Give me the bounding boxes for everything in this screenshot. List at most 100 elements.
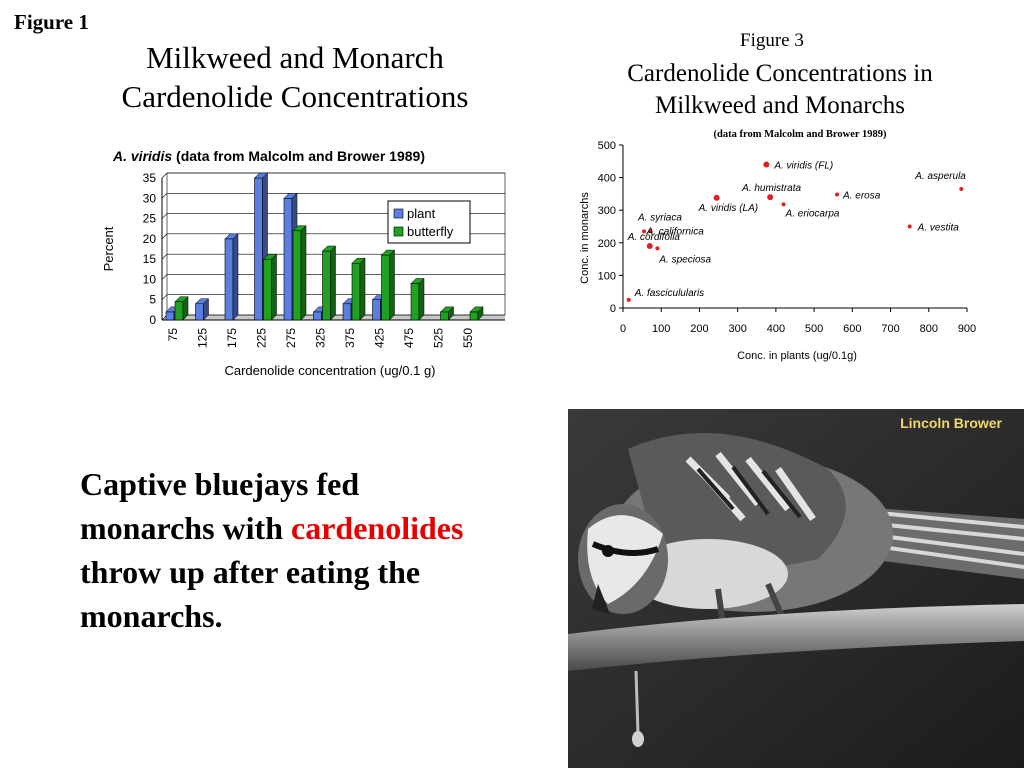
scatter-point-label: A. speciosa <box>658 254 711 265</box>
scatter-point-label: A. vestita <box>917 223 960 234</box>
figure3-subtitle: (data from Malcolm and Brower 1989) <box>713 129 887 140</box>
scatter-point-label: A. humistrata <box>741 183 801 194</box>
bluejay-illustration <box>568 409 1024 768</box>
figure1-title-line2: Cardenolide Concentrations <box>121 79 469 114</box>
bar-side-plant <box>203 298 209 321</box>
bar-side-butterfly <box>389 249 395 321</box>
scatter-x-axis-label: Conc. in plants (ug/0.1g) <box>737 350 857 362</box>
bar-side-butterfly <box>477 306 484 321</box>
bar-side-butterfly <box>271 253 277 321</box>
scatter-point <box>655 246 660 251</box>
scatter-x-tick-label: 300 <box>728 323 746 335</box>
legend-swatch-plant <box>393 208 404 219</box>
x-tick-label: 75 <box>166 328 180 342</box>
bar-chart: 0 5 10 15 20 25 30 35 75 125 175 225 275 325 375 425 475… <box>101 171 506 378</box>
scatter-x-tick-label: 200 <box>690 323 708 335</box>
grid-diagonal <box>161 172 168 179</box>
scatter-point <box>781 202 786 207</box>
scatter-point-label: A. fasciculularis <box>634 288 704 299</box>
scatter-y-tick-label: 500 <box>598 140 616 152</box>
x-tick-label: 325 <box>314 328 328 348</box>
x-tick-label: 425 <box>373 328 387 348</box>
bar-side-butterfly <box>448 306 454 321</box>
legend-label-plant: plant <box>407 206 436 221</box>
scatter-point <box>642 229 647 234</box>
scatter-y-tick-label: 200 <box>598 238 616 250</box>
scatter-point <box>763 161 770 168</box>
x-axis-label: Cardenolide concentration (ug/0.1 g) <box>224 363 435 378</box>
plot-area <box>166 172 506 316</box>
y-axis-label: Percent <box>101 226 116 271</box>
y-tick-label: 5 <box>149 293 156 307</box>
scatter-chart: 0 100 200 300 400 500 0 100 200 300 400 500 600 700 80… <box>579 140 976 362</box>
caption-text: Captive bluejays fed monarchs with carde… <box>80 462 500 638</box>
figure3-title: Cardenolide Concentrations in Milkweed a… <box>585 58 975 122</box>
photo-credit: Lincoln Brower <box>900 415 1002 431</box>
scatter-y-tick-label: 400 <box>598 173 616 185</box>
grid-diagonal <box>161 294 168 300</box>
scatter-point <box>626 297 631 302</box>
y-tick-label: 30 <box>143 191 157 205</box>
scatter-y-tick-label: 0 <box>610 303 616 315</box>
scatter-point <box>646 243 653 250</box>
scatter-point-label: A. asperula <box>914 171 966 182</box>
grid-diagonal <box>161 233 168 240</box>
scatter-point <box>959 187 964 192</box>
y-tick-label: 35 <box>143 171 157 185</box>
x-tick-label: 175 <box>225 328 239 348</box>
figure1-subtitle-species: A. viridis <box>113 148 173 164</box>
scatter-point <box>907 224 912 229</box>
figure1-subtitle: A. viridis (data from Malcolm and Brower… <box>113 148 493 164</box>
grid-diagonal <box>161 213 168 219</box>
scatter-point <box>767 194 774 201</box>
scatter-x-tick-label: 400 <box>767 323 785 335</box>
scatter-point-label: A. californica <box>646 226 705 237</box>
scatter-point <box>648 229 653 234</box>
bar-side-butterfly <box>359 257 366 321</box>
scatter-point-label: A. viridis (FL) <box>773 161 833 172</box>
scatter-point-label: A. viridis (LA) <box>698 203 758 214</box>
figure3-title-line2: Milkweed and Monarchs <box>655 92 905 119</box>
y-tick-label: 25 <box>143 212 157 226</box>
scatter-x-tick-label: 0 <box>620 323 626 335</box>
caption-part1: Captive bluejays fed monarchs with <box>80 466 360 546</box>
x-tick-label: 125 <box>196 328 210 348</box>
x-tick-label: 525 <box>432 328 446 348</box>
caption-part2: throw up after eating the monarchs. <box>80 554 421 634</box>
scatter-point <box>835 192 840 197</box>
figure1-title: Milkweed and Monarch Cardenolide Concent… <box>60 38 530 116</box>
legend-label-butterfly: butterfly <box>407 224 454 239</box>
x-tick-label: 375 <box>343 328 357 348</box>
bar-side-butterfly <box>418 277 425 321</box>
scatter-y-tick-label: 100 <box>598 270 616 282</box>
scatter-point-label: A. syriaca <box>637 212 682 223</box>
scatter-point-label: A. eriocarpa <box>785 208 840 219</box>
y-tick-label: 20 <box>143 232 157 246</box>
scatter-x-tick-label: 900 <box>958 323 976 335</box>
y-tick-label: 15 <box>143 252 157 266</box>
figure3-title-line1: Cardenolide Concentrations in <box>627 60 933 87</box>
scatter-x-tick-label: 700 <box>881 323 899 335</box>
x-tick-label: 275 <box>284 328 298 348</box>
grid-diagonal <box>161 193 168 199</box>
figure1-label: Figure 1 <box>14 10 89 34</box>
scatter-x-tick-label: 600 <box>843 323 861 335</box>
scatter-x-tick-label: 100 <box>652 323 670 335</box>
bluejay-photo: Lincoln Brower <box>568 409 1024 768</box>
scatter-point-label: A. cordifolia <box>627 232 681 243</box>
scatter-y-axis-label: Conc. in monarchs <box>579 192 591 284</box>
scatter-x-tick-label: 500 <box>805 323 823 335</box>
grid-diagonal <box>161 274 168 280</box>
x-tick-label: 475 <box>402 328 416 348</box>
caption-highlight: cardenolides <box>290 510 464 546</box>
figure1-title-line1: Milkweed and Monarch <box>146 40 444 75</box>
bar-side-butterfly <box>330 245 336 321</box>
y-tick-label: 0 <box>149 313 156 327</box>
scatter-point-label: A. erosa <box>842 191 881 202</box>
bar-side-plant <box>232 233 239 321</box>
legend-swatch-butterfly <box>393 226 404 237</box>
bar-side-butterfly <box>182 296 189 321</box>
x-tick-label: 550 <box>461 328 475 348</box>
grid-diagonal <box>161 253 168 260</box>
bar-side-butterfly <box>300 225 307 321</box>
